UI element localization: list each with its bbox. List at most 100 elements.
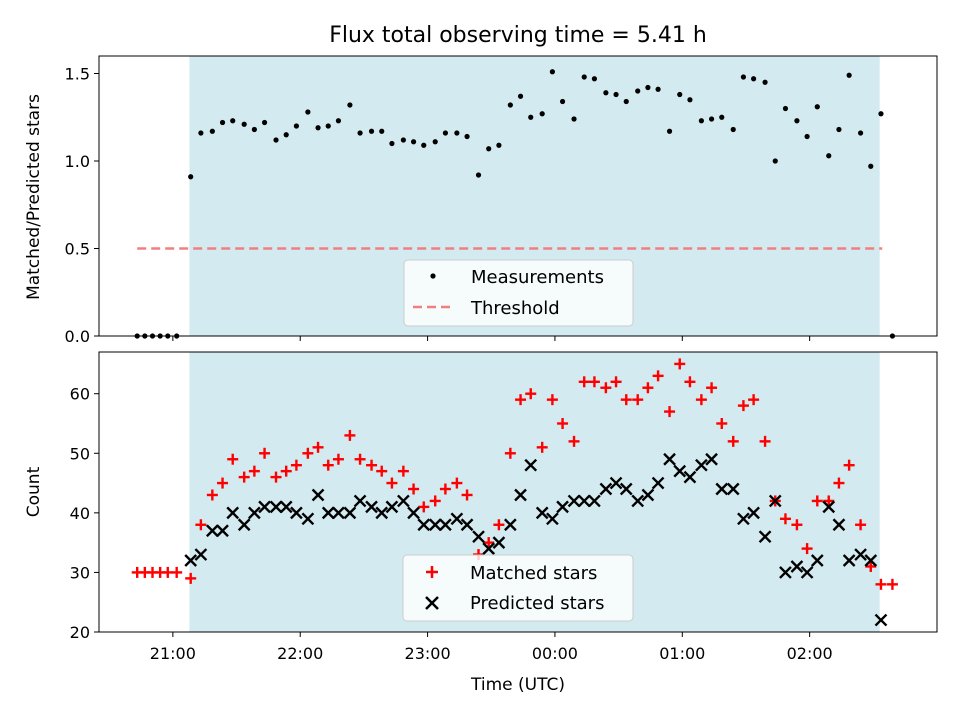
matched-star-point [493,519,505,531]
matched-star-point [737,400,749,412]
predicted-star-point [504,518,517,532]
predicted-star-point [758,530,772,544]
y-tick-label: 50 [70,444,90,463]
bottom-legend-box [402,554,634,622]
predicted-star-point [588,494,601,508]
measurement-point [410,139,417,145]
measurement-point [635,88,641,94]
matched-star-point [642,382,654,394]
legend-measurements-label: Measurements [471,267,604,288]
matched-star-point [588,376,600,388]
x-axis-label: Time (UTC) [470,675,565,695]
measurement-point [198,130,204,136]
predicted-star-point [779,566,792,579]
legend-matched-label: Matched stars [470,563,597,584]
measurement-point [357,130,363,136]
measurement-point [645,84,651,91]
y-tick-label: 30 [70,563,90,582]
top-legend: Measurements Threshold [403,259,634,327]
predicted-star-point [641,488,655,502]
bottom-axes-frame [98,351,938,633]
predicted-star-point [822,500,836,514]
predicted-star-point [768,494,782,508]
measurement-points [134,69,896,339]
matched-star-point [674,358,686,370]
measurement-point [868,163,874,169]
measurement-point [315,125,321,131]
legend-matched-marker [426,566,438,578]
predicted-star-point [832,518,846,532]
matched-star-point [779,513,791,525]
matched-star-point [451,477,463,489]
matched-star-point [280,465,292,477]
measurement-point [826,153,832,159]
matched-star-point [461,489,473,501]
predicted-star-point [237,518,251,532]
predicted-star-point [673,464,687,478]
predicted-star-point [375,506,389,520]
predicted-star-point [535,506,549,520]
matched-star-point [302,447,314,459]
measurement-point [814,104,820,110]
predicted-star-point [609,476,623,490]
measurement-point [209,128,215,134]
matched-star-point [568,435,580,447]
measurement-point [794,118,800,124]
measurement-point [666,128,673,134]
measurement-point [230,118,236,124]
matched-star-point [206,489,218,501]
measurement-point [687,97,693,103]
y-tick-label: 60 [70,385,90,404]
matched-star-point [791,519,803,531]
top-x-ticks [172,336,811,341]
matched-star-point [652,370,664,382]
measurement-point [251,126,257,133]
matched-star-point [886,578,898,590]
matched-star-point [801,543,813,555]
matched-star-point [706,382,718,394]
predicted-star-point [546,512,559,526]
predicted-star-point [683,470,697,484]
measurement-point [188,174,194,180]
matched-star-point [684,376,696,388]
measurement-point [804,133,810,140]
matched-star-point [439,483,451,495]
matched-star-point [833,477,845,489]
predicted-star-point [450,512,464,526]
predicted-star-point [567,494,581,508]
predicted-star-point [407,506,420,520]
measurement-point [273,137,279,143]
matched-star-point [322,459,334,471]
measurement-point [549,69,555,75]
matched-star-point [875,578,887,590]
predicted-star-point [599,482,613,496]
matched-star-point [354,453,366,465]
matched-star-point [525,388,537,400]
y-tick-label: 20 [70,623,90,642]
measurement-point [335,118,342,124]
matched-star-point [248,465,260,477]
predicted-star-point [385,500,399,514]
measurement-point [517,93,524,99]
measurement-point [878,111,884,117]
predicted-star-point [472,530,485,544]
matched-star-point [397,465,409,477]
measurement-point [389,140,395,147]
measurement-point [496,142,502,148]
matched-star-point [332,453,344,465]
x-tick-label: 23:00 [405,644,451,663]
measurement-point [655,86,661,92]
matched-star-point [504,447,516,459]
matched-star-point [843,459,855,471]
matched-star-point [632,394,644,406]
matched-star-point [418,501,430,513]
matched-star-point [429,495,441,507]
measurement-point [571,116,577,122]
measurement-point [464,133,470,140]
measurement-point [442,130,449,136]
matched-star-point [408,483,420,495]
matched-star-point [290,459,302,471]
predicted-star-point [577,494,591,508]
predicted-star-point [258,500,271,514]
predicted-star-point [321,506,335,520]
